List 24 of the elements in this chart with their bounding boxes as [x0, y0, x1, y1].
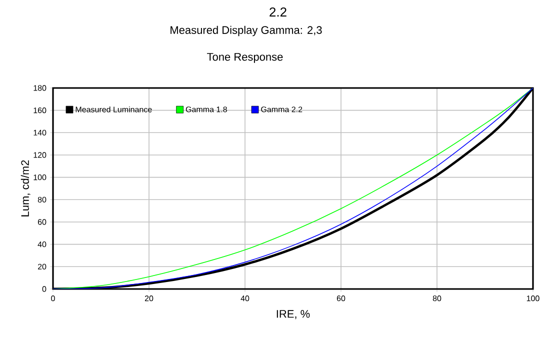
y-tick-label: 100	[34, 174, 46, 180]
legend-label: Measured Luminance	[76, 106, 152, 112]
legend-label: Gamma 2.2	[261, 106, 302, 112]
x-tick-label: 0	[51, 296, 55, 302]
y-tick-label: 40	[38, 241, 46, 248]
legend-label: Gamma 1.8	[186, 106, 227, 112]
x-tick-label: 40	[240, 296, 250, 302]
y-axis-title: Lum, cd/m2	[20, 160, 30, 216]
x-tick-label: 60	[336, 296, 346, 302]
y-tick-label: 20	[38, 264, 46, 270]
y-tick-label: 160	[34, 108, 46, 114]
y-tick-label: 140	[34, 130, 46, 136]
chart-title: 2.2	[270, 7, 286, 17]
y-tick-label: 0	[42, 286, 46, 292]
y-tick-label: 120	[34, 152, 46, 158]
x-tick-label: 80	[432, 296, 442, 302]
y-tick-label: 180	[34, 85, 46, 91]
text: Tone Response	[207, 53, 283, 63]
x-tick-label: 100	[526, 296, 540, 302]
x-tick-label: 20	[144, 296, 154, 302]
y-tick-label: 60	[38, 219, 46, 225]
x-axis-title: IRE, %	[276, 310, 310, 320]
y-tick-label: 80	[38, 196, 46, 202]
chart-subtitle: Measured Display Gamma: 2,3	[170, 26, 322, 36]
